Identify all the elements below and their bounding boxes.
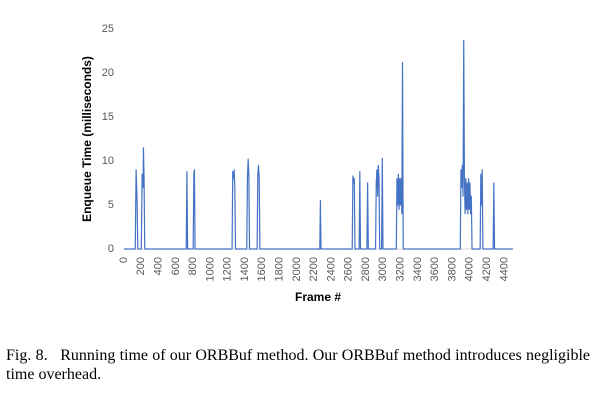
x-tick-label: 200	[135, 257, 147, 275]
y-tick-label: 25	[102, 23, 114, 35]
x-tick-label: 2000	[291, 257, 303, 281]
x-tick-label: 3200	[395, 257, 407, 281]
y-tick-label: 10	[102, 155, 114, 167]
x-tick-label: 1800	[274, 257, 286, 281]
x-tick-label: 2200	[308, 257, 320, 281]
y-axis-title: Enqueue Time (milliseconds)	[80, 56, 94, 222]
x-tick-label: 3400	[412, 257, 424, 281]
x-tick-label: 3800	[446, 257, 458, 281]
x-tick-label: 2400	[325, 257, 337, 281]
data-line	[124, 39, 513, 250]
x-tick-label: 400	[152, 257, 164, 275]
x-tick-label: 2600	[343, 257, 355, 281]
x-tick-label: 1000	[204, 257, 216, 281]
x-tick-label: 1400	[239, 257, 251, 281]
chart: Frame # Enqueue Time (milliseconds) 0 5 10…	[80, 23, 513, 304]
x-tick-label: 800	[187, 257, 199, 275]
y-tick-label: 15	[102, 111, 114, 123]
x-tick-label: 600	[170, 257, 182, 275]
x-tick-label: 0	[118, 257, 130, 263]
x-tick-label: 3600	[429, 257, 441, 281]
figure-caption: Fig. 8. Running time of our ORBBuf metho…	[6, 347, 594, 383]
x-tick-label: 1200	[222, 257, 234, 281]
x-tick-label: 4000	[464, 257, 476, 281]
x-tick-label: 1600	[256, 257, 268, 281]
y-tick-label: 5	[108, 199, 114, 211]
x-tick-label: 4400	[498, 257, 510, 281]
x-tick-label: 2800	[360, 257, 372, 281]
y-tick-label: 20	[102, 67, 114, 79]
y-tick-label: 0	[108, 243, 114, 255]
x-tick-label: 4200	[481, 257, 493, 281]
x-tick-label: 3000	[377, 257, 389, 281]
x-axis-title: Frame #	[295, 290, 341, 304]
